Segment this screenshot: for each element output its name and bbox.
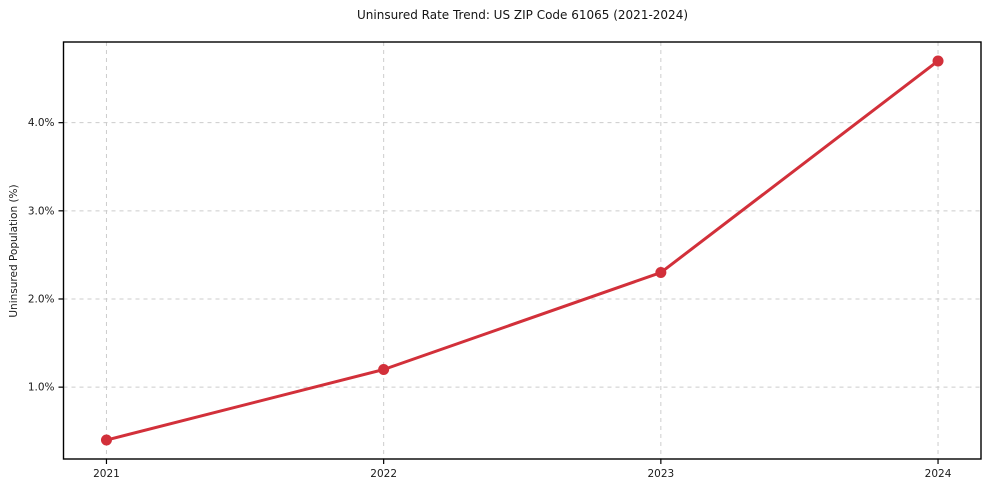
data-point: [932, 55, 944, 67]
x-tick-label: 2021: [93, 468, 120, 480]
chart-title: Uninsured Rate Trend: US ZIP Code 61065 …: [356, 8, 689, 22]
trend-line: [104, 59, 940, 442]
data-point: [100, 434, 112, 446]
x-tick-label: 2023: [647, 468, 674, 480]
x-tick-label: 2024: [925, 468, 952, 480]
plot-border: [62, 41, 982, 460]
y-tick-label: 1.0%: [28, 382, 55, 394]
x-tick-label: 2022: [370, 468, 397, 480]
y-tick-label: 2.0%: [28, 293, 55, 305]
data-point: [655, 267, 667, 279]
y-tick-label: 3.0%: [28, 205, 55, 217]
data-point: [378, 364, 390, 376]
y-tick-label: 4.0%: [28, 117, 55, 129]
y-axis-label: Uninsured Population (%): [8, 184, 20, 318]
